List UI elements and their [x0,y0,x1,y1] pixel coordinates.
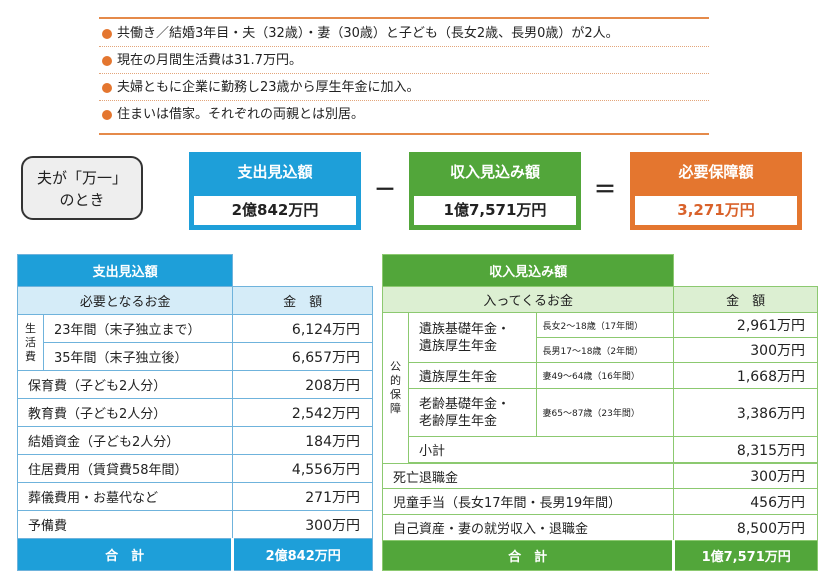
table-row: 保育費（子ども2人分） 208万円 [16,370,373,399]
case-label-box: 夫が「万一」 のとき [21,156,143,220]
bullet-dot-icon [102,29,112,39]
bullet-dot-icon [102,83,112,93]
table-row: 35年間（末子独立後） 6,657万円 [18,342,373,371]
income-formula-box: 収入見込み額 1億7,571万円 [409,152,581,230]
bullet-dot-icon [102,110,112,120]
required-formula-box: 必要保障額 3,271万円 [630,152,802,230]
income-table-title: 収入見込み額 [381,254,675,287]
public-benefit-label: 公的保障 [382,312,409,464]
column-header-item: 必要となるお金 [16,286,234,315]
table-row: 生活費 23年間（末子独立まで） 6,124万円 [17,314,373,371]
expense-formula-box: 支出見込額 2億842万円 [189,152,361,230]
equals-operator: ＝ [594,178,617,203]
total-row: 合 計 1億7,571万円 [381,540,818,571]
condition-item: 現在の月間生活費は31.7万円。 [99,48,709,74]
living-cost-label: 生活費 [17,314,44,371]
table-row: 児童手当（長女17年間・長男19年間） 456万円 [381,488,818,515]
table-row: 結婚資金（子ども2人分） 184万円 [16,426,373,455]
bullet-dot-icon [102,56,112,66]
condition-item: 共働き／結婚3年目・夫（32歳）・妻（30歳）と子ども（長女2歳、長男0歳）が2… [99,21,709,47]
column-header-amount: 金 額 [232,286,373,315]
condition-item: 夫婦ともに企業に勤務し23歳から厚生年金に加入。 [99,75,709,101]
table-row: 住居費用（賃貸費58年間） 4,556万円 [16,454,373,483]
column-header-amount: 金 額 [673,286,818,313]
minus-operator: － [374,178,397,203]
table-row: 遺族厚生年金 妻49～64歳（16年間） 1,668万円 [383,362,818,389]
column-header-item: 入ってくるお金 [381,286,675,313]
table-row: 老齢基礎年金・ 老齢厚生年金 妻65～87歳（23年間） 3,386万円 [383,388,818,437]
table-row: 公的保障 遺族基礎年金・ 遺族厚生年金 長女2～18歳（17年間） 2,961万… [382,312,818,464]
table-row: 死亡退職金 300万円 [381,463,818,489]
condition-item: 住まいは借家。それぞれの両親とは別居。 [99,102,709,128]
conditions-box: 共働き／結婚3年目・夫（32歳）・妻（30歳）と子ども（長女2歳、長男0歳）が2… [99,17,709,135]
expense-table-title: 支出見込額 [16,254,234,287]
income-table: 収入見込み額 入ってくるお金 金 額 公的保障 遺族基礎年金・ 遺族厚生年金 長… [381,254,818,571]
table-row: 葬儀費用・お墓代など 271万円 [16,482,373,511]
subtotal-row: 小計 8,315万円 [383,436,818,463]
table-row: 予備費 300万円 [16,510,373,539]
table-row: 自己資産・妻の就労収入・退職金 8,500万円 [381,514,818,541]
table-row: 教育費（子ども2人分） 2,542万円 [16,398,373,427]
total-row: 合 計 2億842万円 [16,538,373,571]
expense-table: 支出見込額 必要となるお金 金 額 生活費 23年間（末子独立まで） 6,124… [16,254,373,571]
